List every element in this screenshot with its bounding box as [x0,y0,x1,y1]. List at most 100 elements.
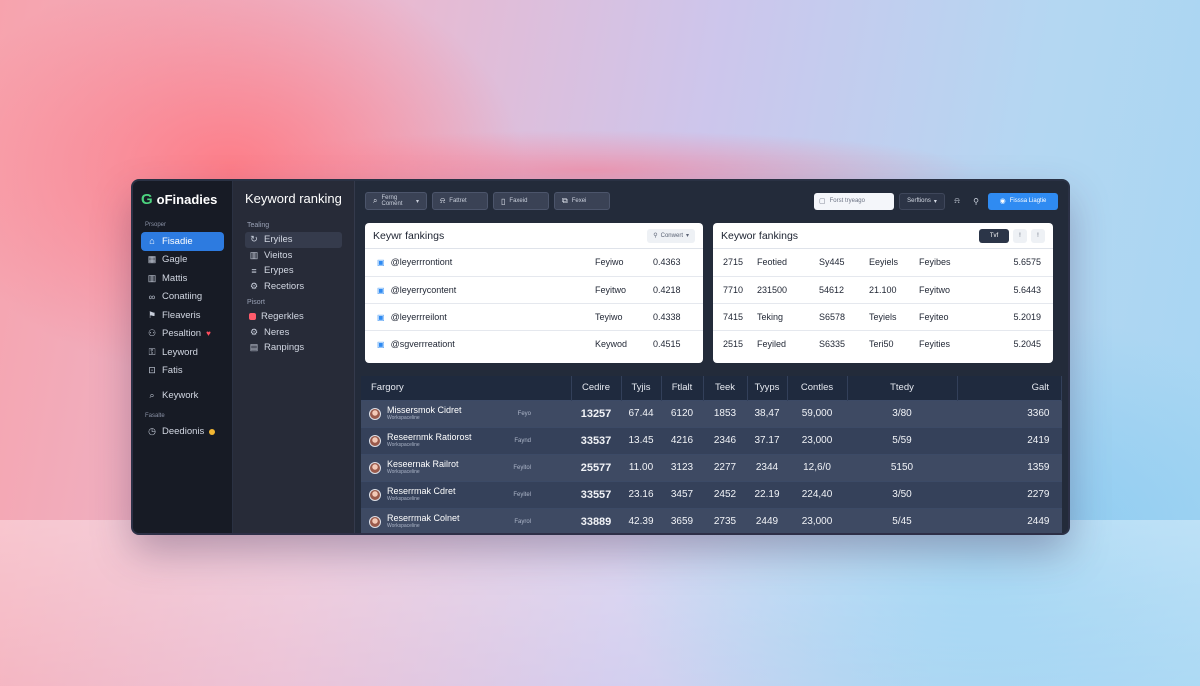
name-cell: Keseernak Railrot Workspaceline Feyitol [361,453,571,481]
nav-item-2[interactable]: ▥ Mattis [141,269,224,288]
table-row[interactable]: Reserrmak Colnet Workspaceline Fayrol 33889… [361,507,1062,533]
search-icon: ⌕ [373,196,378,205]
pin-icon[interactable]: ⚲ [973,196,979,206]
side-item-label: Recetiors [264,280,305,292]
heart-icon: ♥ [206,329,211,339]
cell: Eeyiels [869,249,919,277]
cell: Feyiteo [919,303,1009,331]
main-content: ⌕ Ferng Coment ▾ ⍾ Fattret ▯ Faxeid ⧉ Fexei ▢ Fo… [355,181,1068,533]
convert-chip[interactable]: ⚲ Conwert ▾ [647,228,695,243]
cell: 2735 [703,507,747,533]
side-item-3[interactable]: ⚙ Recetiors [245,279,342,295]
table-row[interactable]: Reserrmak Cdret Workspaceline Feyitel 33557… [361,480,1062,508]
nav-item-label: Leyword [162,346,198,358]
clock-icon: ◷ [148,426,156,437]
cell: Feotied [757,249,819,277]
cell: S6578 [819,303,869,331]
table-row[interactable]: 7415 Teking S6578 Teyiels Feyiteo 5.2019 [713,303,1053,331]
primary-action-button[interactable]: ◉ Fisssa Liagtie [988,192,1058,210]
keyword-label: Feyiwo [595,249,653,277]
flag-icon: ⚑ [147,309,157,320]
column-header[interactable]: Ftlalt [661,376,704,400]
cell: 2715 [713,249,757,277]
side-item-0[interactable]: Regerkles [245,309,342,325]
side-item-label: Vieitos [264,249,293,261]
nav-item-label: Fatis [162,365,183,377]
chart-icon: ▥ [249,249,259,260]
side-item-2[interactable]: ≡ Erypes [245,263,342,279]
row-type: Fayrol [514,518,531,525]
keyword-text: @leyerrreilont [390,311,447,322]
bell-icon[interactable]: ⍾ [954,196,960,205]
search-input[interactable]: ▢ Forst tryeago [814,192,894,210]
side-item-label: Erypes [264,265,294,277]
side-item-1[interactable]: ⚙ Neres [245,325,342,341]
nav-item-keywork[interactable]: ⌕ Keywork [141,386,224,405]
toolbar-button-label: Fattret [449,198,467,204]
column-header[interactable]: Tyyps [747,376,788,400]
column-header[interactable]: Teek [703,376,748,400]
nav-item-6[interactable]: ⚿ Leyword [141,343,224,362]
table-row[interactable]: ▣ @leyerrreilont Teyiwo 0.4338 [365,303,703,331]
table-row[interactable]: Missersmok Cidret Workspaceline Feyo 13257 6… [361,399,1062,427]
column-header[interactable]: Cedire [571,376,622,400]
cell: 6120 [661,399,703,427]
table-row[interactable]: ▣ @sgverrreationt Keywod 0.4515 [365,330,703,357]
column-header[interactable]: Galt [957,376,1062,400]
name-text: Reserrmak Colnet Workspaceline [387,513,460,530]
table-row[interactable]: 2515 Feyiled S6335 Teri50 Feyities 5.2045 [713,330,1053,357]
nav-item-4[interactable]: ⚑ Fleaveris [141,306,224,325]
toolbar-button-label: Fexei [571,198,587,204]
toolbar-button-1[interactable]: ⍾ Fattret [432,192,488,210]
category-table: Fargory Cedire Tyjis Ftlalt Teek Tyyps Contles… [361,376,1062,533]
side-item-2[interactable]: ▤ Ranpings [245,340,342,356]
keyword-icon: ▣ [377,285,385,295]
cell: 22.19 [747,480,787,508]
cell: 13257 [571,399,621,427]
view-toggle-1[interactable]: ! [1013,228,1027,243]
column-header[interactable]: Fargory [361,376,572,400]
tag-icon: ⊡ [148,365,156,376]
nav-item-3[interactable]: ∞ Conatiing [141,288,224,307]
row-subtitle: Workspaceline [387,468,420,475]
avatar [369,461,381,474]
table-row[interactable]: ▣ @leyerrycontent Feyitwo 0.4218 [365,276,703,304]
notification-dot [209,428,216,435]
name-wrap: Reseernmk Ratiorost Workspaceline Faynd [369,432,571,449]
avatar [369,515,381,528]
nav-item-0[interactable]: ⌂ Fisadie [141,232,224,251]
cell: 13.45 [621,426,661,454]
toolbar-button-3[interactable]: ⧉ Fexei [554,192,610,210]
cell: 5/59 [847,426,957,454]
table-row[interactable]: 2715 Feotied Sy445 Eeyiels Feyibes 5.6575 [713,249,1053,277]
toolbar-button-0[interactable]: ⌕ Ferng Coment ▾ [365,192,427,210]
toolbar-button-2[interactable]: ▯ Faxeid [493,192,549,210]
side-item-0[interactable]: ↻ Eryiles [245,232,342,248]
primary-button-label: Fisssa Liagtie [1009,198,1047,204]
view-toggle-0[interactable]: Tvf [979,228,1009,243]
table-row[interactable]: Keseernak Railrot Workspaceline Feyitol 255… [361,453,1062,481]
selections-dropdown[interactable]: Serftions ▾ [899,192,945,210]
nav-item-5[interactable]: ⚇ Pesaltion ♥ [141,325,224,344]
nav-item-label: Fleaveris [162,309,201,321]
cell: 231500 [757,276,819,304]
view-toggle-2[interactable]: ! [1031,228,1045,243]
table-row[interactable]: 7710 231500 54612 21.100 Feyitwo 5.6443 [713,276,1053,304]
cell: Teking [757,303,819,331]
nav-item-label: Gagle [162,254,188,266]
nav-item-deedionis[interactable]: ◷ Deedionis [141,423,224,442]
column-header[interactable]: Tyjis [621,376,662,400]
cell: 5.2019 [1009,303,1053,331]
table-row[interactable]: Reseernmk Ratiorost Workspaceline Faynd 335… [361,426,1062,454]
nav-item-1[interactable]: ▦ Gagle [141,251,224,270]
column-header[interactable]: Contles [787,376,848,400]
table-row[interactable]: ▣ @leyerrrontiont Feyiwo 0.4363 [365,249,703,277]
nav-item-7[interactable]: ⊡ Fatis [141,362,224,381]
column-header[interactable]: Ttedy [847,376,958,400]
name-wrap: Missersmok Cidret Workspaceline Feyo [369,405,571,422]
cell: Feyiled [757,338,787,349]
nav-section-label: Prsoper [145,222,167,228]
row-type: Feyitel [513,491,531,498]
chip-label: Conwert [660,232,683,239]
side-item-1[interactable]: ▥ Vieitos [245,248,342,264]
